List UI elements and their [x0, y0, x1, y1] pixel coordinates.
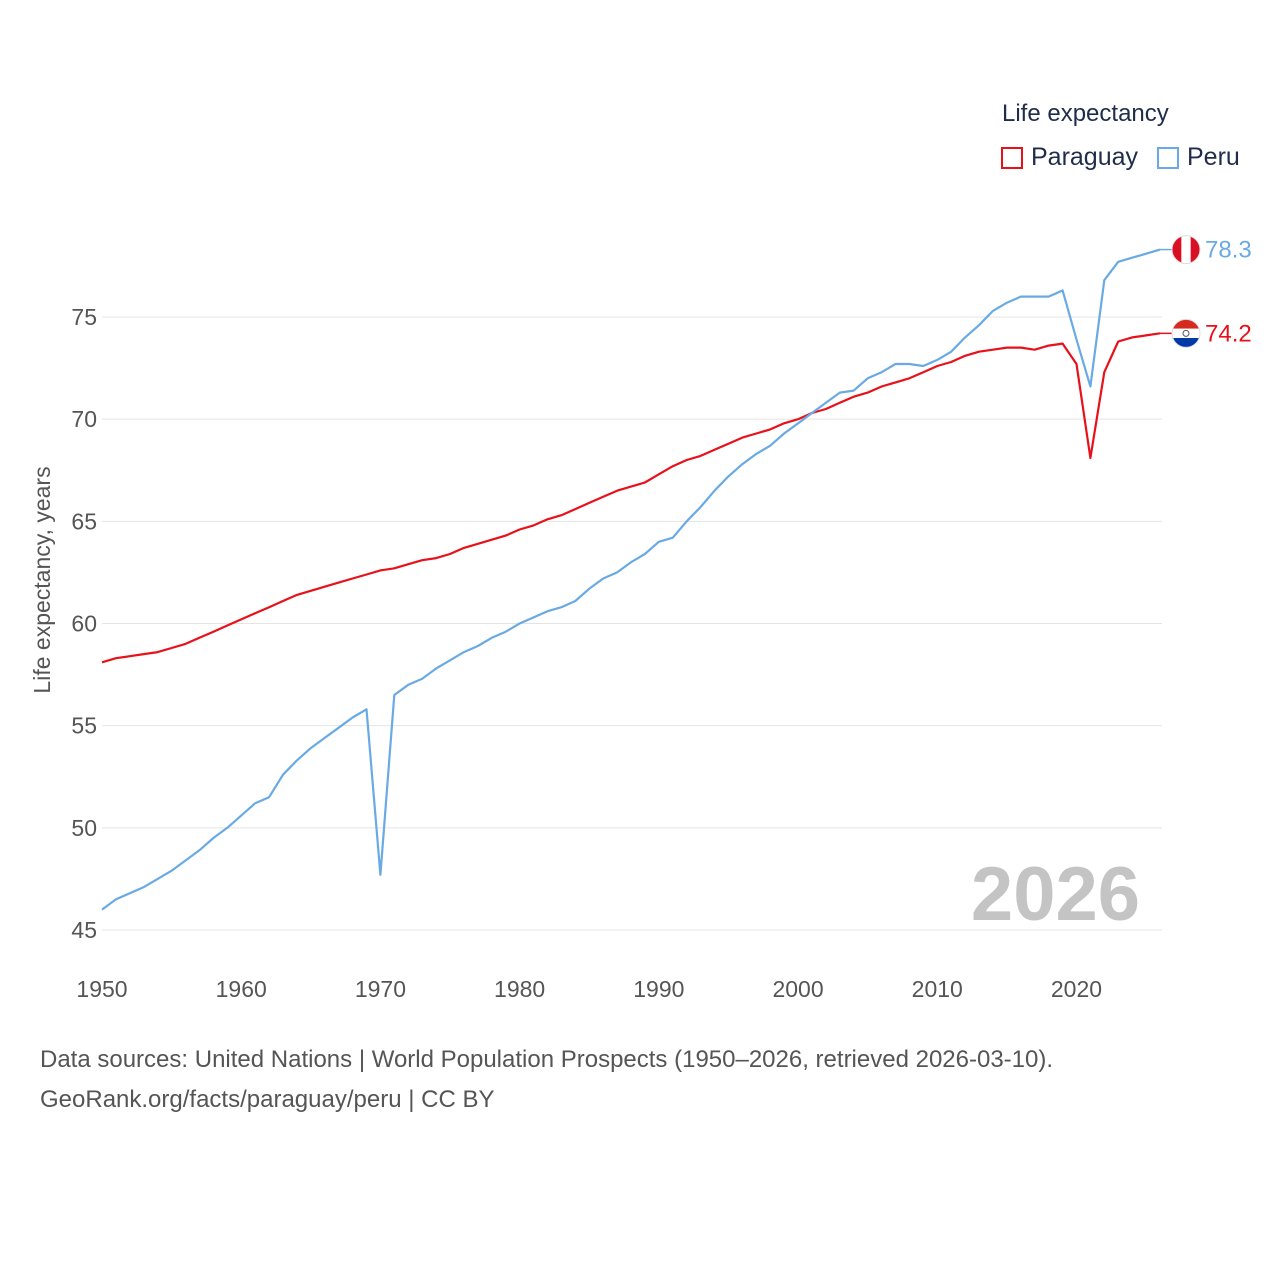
y-axis-ticks: 45 50 55 60 65 70 75 — [71, 304, 97, 943]
legend-swatch-peru — [1157, 146, 1179, 169]
series-line-peru — [101, 248, 1161, 911]
series-lines — [101, 248, 1161, 911]
legend-label-paraguay: Paraguay — [1031, 143, 1139, 171]
y-axis-label: Life expectancy, years — [29, 466, 55, 693]
y-tick-label-60: 60 — [71, 611, 97, 637]
x-tick-label-1950: 1950 — [76, 976, 127, 1002]
y-tick-label-65: 65 — [71, 508, 97, 534]
y-tick-label-75: 75 — [71, 304, 97, 330]
gridlines — [102, 316, 1162, 931]
legend-item-paraguay[interactable]: Paraguay — [1001, 143, 1138, 172]
year-watermark: 2026 — [971, 852, 1140, 937]
y-tick-label-55: 55 — [71, 713, 97, 739]
footer-sources: Data sources: United Nations | World Pop… — [40, 1046, 1054, 1073]
peru-flag-icon — [1171, 235, 1201, 265]
end-label-peru: 78.3 — [1205, 237, 1252, 264]
x-tick-label-1970: 1970 — [355, 976, 406, 1002]
x-axis-ticks: 1950 1960 1970 1980 1990 2000 2010 2020 — [76, 976, 1102, 1002]
x-tick-label-1990: 1990 — [633, 976, 684, 1002]
x-tick-label-2010: 2010 — [912, 976, 963, 1002]
legend-title: Life expectancy — [1002, 100, 1169, 127]
y-tick-label-70: 70 — [71, 406, 97, 432]
footer-credit[interactable]: GeoRank.org/facts/paraguay/peru | CC BY — [40, 1086, 495, 1113]
series-line-paraguay — [101, 332, 1161, 664]
x-tick-label-2000: 2000 — [772, 976, 823, 1002]
end-label-paraguay: 74.2 — [1205, 320, 1252, 347]
x-tick-label-2020: 2020 — [1051, 976, 1102, 1002]
y-tick-label-45: 45 — [71, 917, 97, 943]
legend-label-peru: Peru — [1187, 143, 1240, 171]
x-tick-label-1980: 1980 — [494, 976, 545, 1002]
y-tick-label-50: 50 — [71, 815, 97, 841]
x-tick-label-1960: 1960 — [216, 976, 267, 1002]
legend-swatch-paraguay — [1001, 146, 1023, 169]
paraguay-flag-icon — [1171, 318, 1201, 348]
end-labels: 74.2 78.3 — [1160, 235, 1252, 348]
legend-item-peru[interactable]: Peru — [1157, 143, 1240, 172]
